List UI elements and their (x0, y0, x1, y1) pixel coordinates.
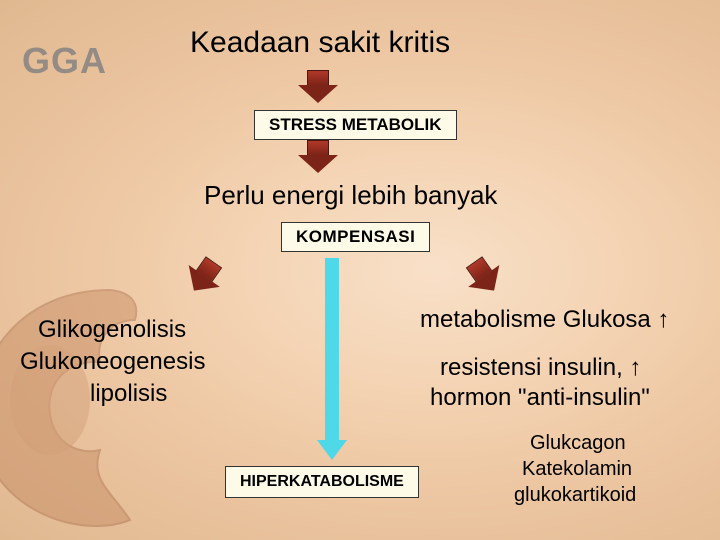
text-glikogenolisis: Glikogenolisis (38, 316, 186, 344)
text-resistensi-insulin: resistensi insulin, ↑ (440, 354, 641, 382)
text-glukcagon: Glukcagon (530, 432, 626, 455)
box-stress-metabolik: STRESS METABOLIK (254, 110, 457, 140)
label-gga: GGA (22, 40, 107, 82)
text-glukokartikoid: glukokartikoid (514, 484, 636, 507)
box-hiperkatabolisme: HIPERKATABOLISME (225, 466, 419, 498)
box-kompensasi: KOMPENSASI (281, 222, 430, 252)
title-keadaan: Keadaan sakit kritis (190, 26, 450, 60)
text-glukoneogenesis: Glukoneogenesis (20, 348, 205, 376)
text-energi: Perlu energi lebih banyak (204, 180, 497, 211)
text-metabolisme-glukosa: metabolisme Glukosa ↑ (420, 306, 669, 334)
text-anti-insulin: hormon "anti‑insulin" (430, 384, 650, 412)
text-katekolamin: Katekolamin (522, 458, 632, 481)
text-lipolisis: lipolisis (90, 380, 167, 408)
